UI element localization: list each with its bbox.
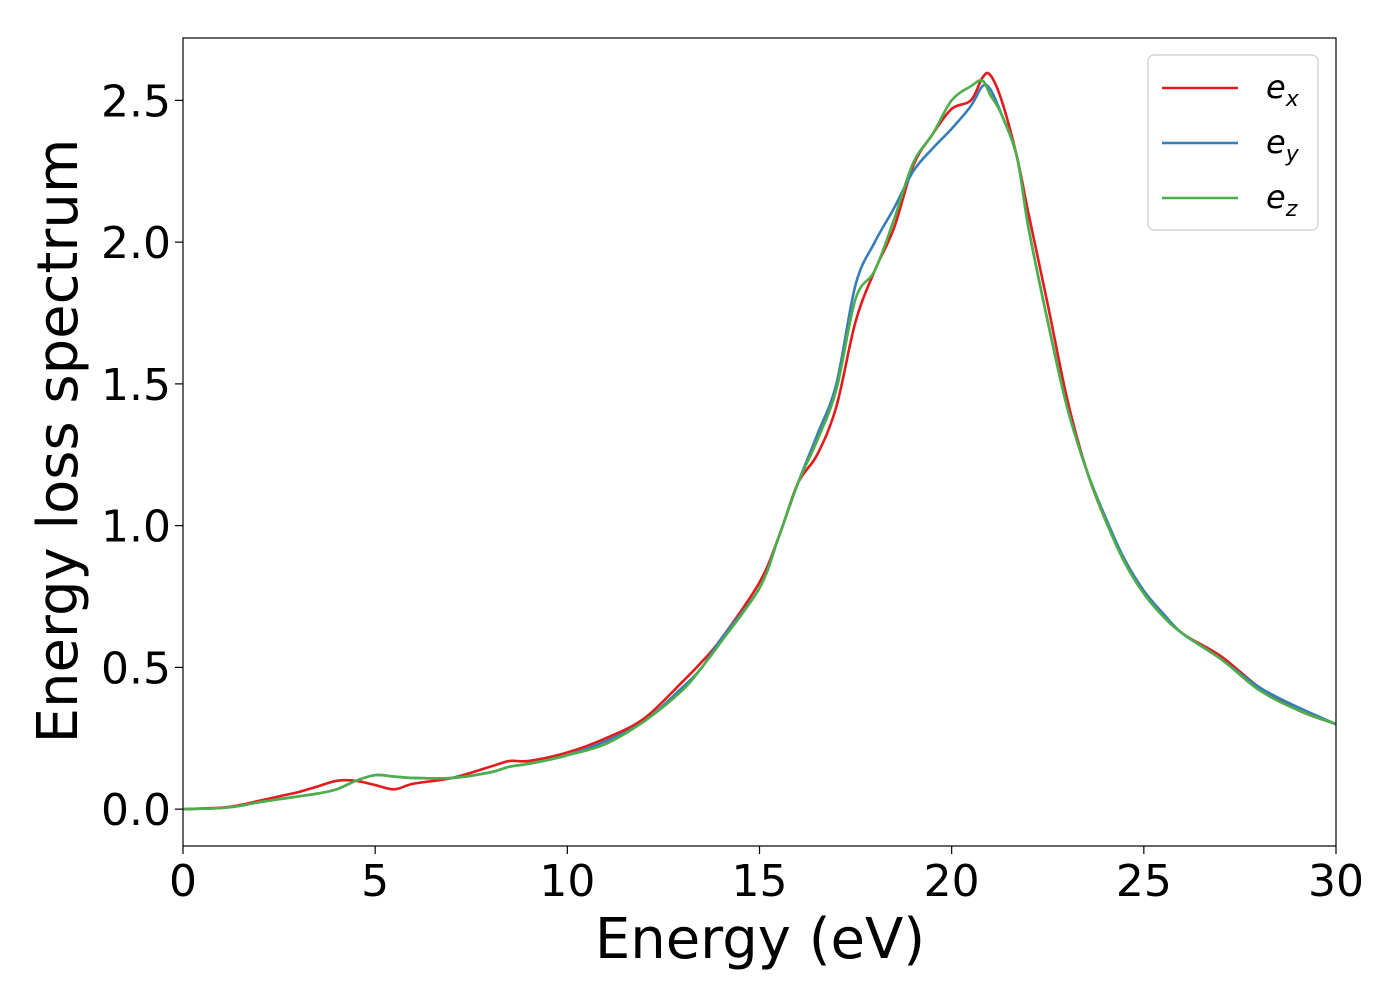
y-axis-label: Energy loss spectrum <box>26 139 91 744</box>
y-tick-label: 2.5 <box>101 76 171 127</box>
legend-label-y: ey <box>1266 123 1300 167</box>
y-tick-label: 0.5 <box>101 643 171 694</box>
x-tick-label: 15 <box>732 856 788 907</box>
y-tick-label: 1.0 <box>101 502 171 553</box>
y-tick-label: 2.0 <box>101 218 171 269</box>
x-tick-label: 30 <box>1308 856 1364 907</box>
x-axis-ticks: 0 5 10 15 20 25 30 <box>169 846 1364 907</box>
series-layer <box>183 71 1336 811</box>
series-line-e-z <box>183 78 1336 811</box>
y-tick-label: 1.5 <box>101 360 171 411</box>
x-axis-label: Energy (eV) <box>595 907 925 972</box>
x-tick-label: 10 <box>539 856 595 907</box>
x-tick-label: 5 <box>361 856 389 907</box>
x-tick-label: 0 <box>169 856 197 907</box>
legend-label-x: ex <box>1266 68 1300 112</box>
legend-label-z: ez <box>1266 178 1298 222</box>
x-tick-label: 25 <box>1116 856 1172 907</box>
x-tick-label: 20 <box>924 856 980 907</box>
y-tick-label: 0.0 <box>101 785 171 836</box>
legend: ex ey ez <box>1147 54 1319 231</box>
y-axis-ticks: 0.0 0.5 1.0 1.5 2.0 2.5 <box>101 76 183 836</box>
